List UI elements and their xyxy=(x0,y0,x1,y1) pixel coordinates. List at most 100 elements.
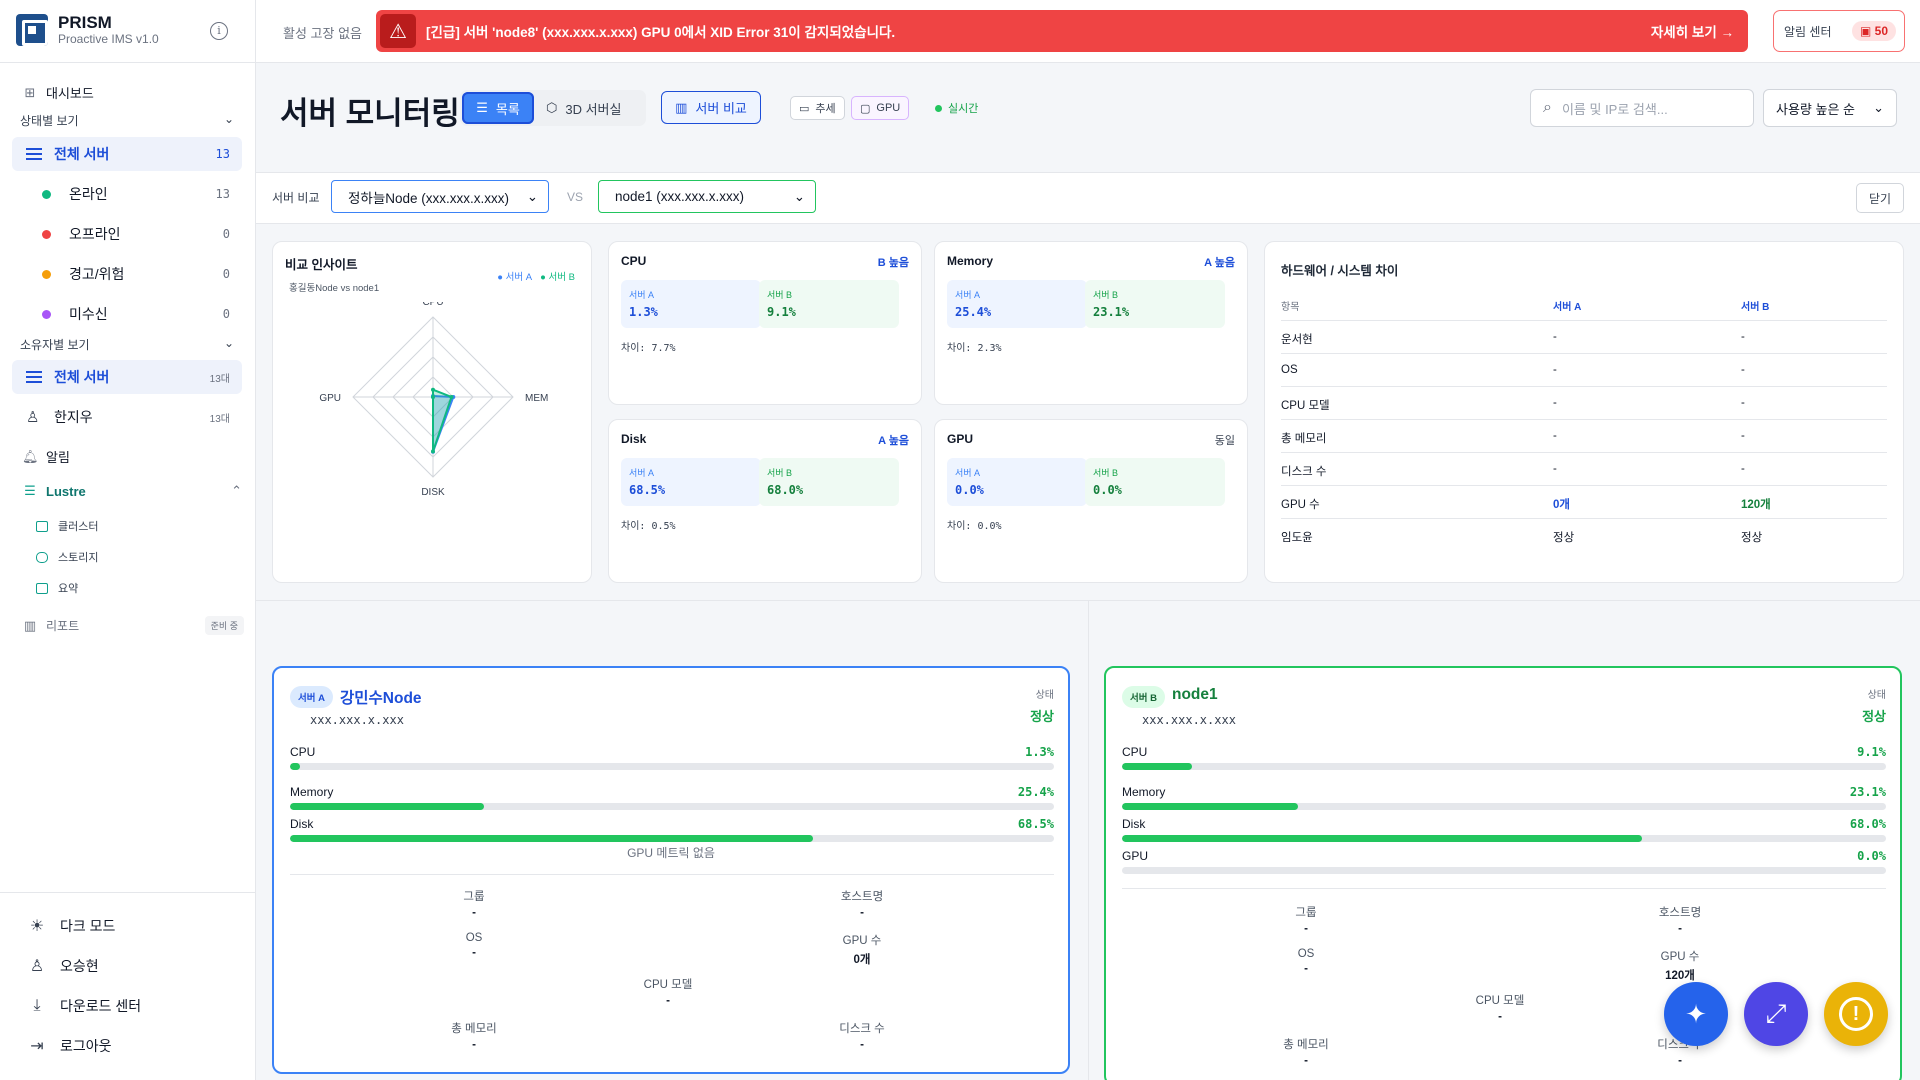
info-icon[interactable]: i xyxy=(210,22,228,40)
server-a-ip: xxx.xxx.x.xxx xyxy=(310,713,404,727)
sidebar-item-count: 0 xyxy=(222,227,230,241)
metric-b-box: 서버 B 9.1% xyxy=(759,280,899,328)
lustre-item-summary[interactable]: 요약 xyxy=(36,580,78,596)
hw-cell-label: CPU 모델 xyxy=(1281,400,1330,412)
logout-button[interactable]: ⇥ 로그아웃 xyxy=(28,1036,112,1056)
online-dot-icon xyxy=(42,189,51,199)
server-b-select[interactable]: node1 (xxx.xxx.x.xxx) ⌄ xyxy=(598,180,816,213)
close-compare-button[interactable]: 닫기 xyxy=(1856,183,1904,213)
kv-key: 호스트명 xyxy=(840,891,884,903)
metric-b-value: 68.0% xyxy=(767,483,804,497)
nav-alarm[interactable]: 🔔︎ 알림 xyxy=(22,447,252,466)
meter-track xyxy=(1122,763,1886,770)
brand-title: PRISM xyxy=(58,13,112,32)
owner-section-header[interactable]: 소유자별 보기 ⌄ xyxy=(20,336,234,353)
logout-label: 로그아웃 xyxy=(60,1038,112,1054)
alarm-center-button[interactable]: 알림 센터 ▣ 50 xyxy=(1773,10,1905,52)
nav-lustre[interactable]: ☰ Lustre ⌃ xyxy=(22,483,252,499)
monitor-icon: ▭ xyxy=(799,102,810,115)
dark-mode-toggle[interactable]: ☀ 다크 모드 xyxy=(28,916,116,936)
insight-card: 비교 인사이트 홍길동Node vs node1 ● 서버 A ● 서버 B C… xyxy=(272,241,592,583)
sidebar-item-count: 0 xyxy=(222,307,230,321)
search-input[interactable]: ⌕ 이름 및 IP로 검색... xyxy=(1530,89,1754,127)
hw-cell-b: - xyxy=(1741,463,1745,475)
compare-button[interactable]: ▥ 서버 비교 xyxy=(661,91,761,124)
sort-select[interactable]: 사용량 높은 순 ⌄ xyxy=(1763,89,1897,127)
hw-cell-a: - xyxy=(1553,331,1557,343)
sidebar-item-owner-all[interactable]: 전체 서버 13대 xyxy=(12,360,242,394)
server-a-select[interactable]: 정하늘Node (xxx.xxx.x.xxx) ⌄ xyxy=(331,180,549,213)
bar-chart-icon: ▥ xyxy=(23,617,37,633)
urgent-alert-banner[interactable]: ⚠ [긴급] 서버 'node8' (xxx.xxx.x.xxx) GPU 0에… xyxy=(376,10,1748,52)
sidebar-item-count: 13 xyxy=(215,147,230,161)
metric-card-memory: Memory A 높음 서버 A 25.4% 서버 B 23.1% 차이: 2.3% xyxy=(934,241,1248,405)
sort-value: 사용량 높은 순 xyxy=(1776,101,1855,117)
meter-fill xyxy=(290,803,485,810)
kv-value: - xyxy=(472,907,476,919)
view-list-button[interactable]: ☰ 목록 xyxy=(462,92,534,124)
chevron-down-icon: ⌄ xyxy=(526,188,538,204)
hw-cell-b: - xyxy=(1741,430,1745,442)
chevron-down-icon: ⌄ xyxy=(793,188,805,204)
sidebar-item-label: 전체 서버 xyxy=(54,369,110,385)
kv-disk-count: 디스크 수 - xyxy=(762,1020,962,1051)
metric-b-box: 서버 B 23.1% xyxy=(1085,280,1225,328)
sidebar-item-all-servers[interactable]: 전체 서버 13 xyxy=(12,137,242,171)
gpu-chip[interactable]: ▢ GPU xyxy=(851,96,910,120)
server-b-badge: 서버 B xyxy=(1122,686,1165,708)
alert-fab-button[interactable]: ! xyxy=(1824,982,1888,1046)
download-icon: ⤓ xyxy=(33,997,41,1014)
chip-icon: ▢ xyxy=(860,102,871,115)
meter-label: CPU xyxy=(1122,745,1148,759)
ai-assistant-button[interactable]: ✦ xyxy=(1664,982,1728,1046)
alarm-center-label: 알림 센터 xyxy=(1784,24,1832,39)
alert-more-link[interactable]: 자세히 보기 → xyxy=(1650,25,1734,40)
compare-bar-label: 서버 비교 xyxy=(272,191,320,205)
list-icon xyxy=(26,148,42,160)
sidebar-item-online[interactable]: 온라인 13 xyxy=(12,177,242,211)
view-list-label: 목록 xyxy=(495,101,520,117)
hw-cell-a: - xyxy=(1553,364,1557,376)
nav-dashboard[interactable]: ⊞ 대시보드 xyxy=(22,83,252,102)
metric-a-value: 68.5% xyxy=(629,483,666,497)
server-b-status: 정상 xyxy=(1862,709,1886,724)
alert-text: [긴급] 서버 'node8' (xxx.xxx.x.xxx) GPU 0에서 … xyxy=(426,25,896,40)
user-profile[interactable]: ♙ 오승현 xyxy=(28,956,99,976)
lustre-item-cluster[interactable]: 클러스터 xyxy=(36,518,98,534)
user-name: 오승현 xyxy=(60,958,99,974)
lustre-item-storage[interactable]: 스토리지 xyxy=(36,549,98,565)
meter-value: 1.3% xyxy=(1025,745,1054,759)
view-3d-button[interactable]: ⬡ 3D 서버실 xyxy=(546,92,621,124)
brand[interactable]: PRISM Proactive IMS v1.0 xyxy=(16,14,159,46)
nav-report-label: 리포트 xyxy=(46,619,80,633)
sidebar-item-warning[interactable]: 경고/위험 0 xyxy=(12,257,242,291)
hw-cell-b: - xyxy=(1741,331,1745,343)
kv-total-memory: 총 메모리 - xyxy=(1206,1036,1406,1067)
metric-diff: 차이: 7.7% xyxy=(621,343,676,354)
hw-cell-a: 정상 xyxy=(1553,532,1575,544)
report-badge: 준비 중 xyxy=(204,616,244,635)
insight-subtitle: 홍길동Node vs node1 xyxy=(289,283,380,294)
fullscreen-button[interactable]: ⤢ xyxy=(1744,982,1808,1046)
sidebar-item-label: 한지우 xyxy=(54,409,93,425)
hw-cell-label: GPU 수 xyxy=(1281,499,1320,511)
legend-b-label: 서버 B xyxy=(548,272,575,283)
status-section-header[interactable]: 상태별 보기 ⌄ xyxy=(20,112,234,129)
sidebar-item-owner[interactable]: ♙ 한지우 13대 xyxy=(12,400,242,434)
metric-a-value: 1.3% xyxy=(629,305,658,319)
hw-cell-label: 임도윤 xyxy=(1281,532,1313,544)
table-row: 총 메모리 - - xyxy=(1281,420,1887,453)
insight-legend: ● 서버 A ● 서버 B xyxy=(497,269,575,283)
table-row: OS - - xyxy=(1281,354,1887,387)
server-a-panel[interactable]: 서버 A 강민수Node xxx.xxx.x.xxx 상태 정상 CPU 1.3… xyxy=(272,666,1070,1074)
kv-value: - xyxy=(1678,1055,1682,1067)
sidebar-item-no-data[interactable]: 미수신 0 xyxy=(12,297,242,331)
radar-series-b-point xyxy=(431,387,435,392)
kv-key: CPU 모델 xyxy=(1475,995,1525,1007)
sidebar-item-offline[interactable]: 오프라인 0 xyxy=(12,217,242,251)
radar-series-b xyxy=(432,388,453,452)
download-center-link[interactable]: ⤓ 다운로드 센터 xyxy=(28,996,141,1016)
metric-b-label: 서버 B xyxy=(767,290,793,300)
trend-chip[interactable]: ▭ 추세 xyxy=(790,96,845,120)
radar-axis-label: MEM xyxy=(525,393,548,404)
